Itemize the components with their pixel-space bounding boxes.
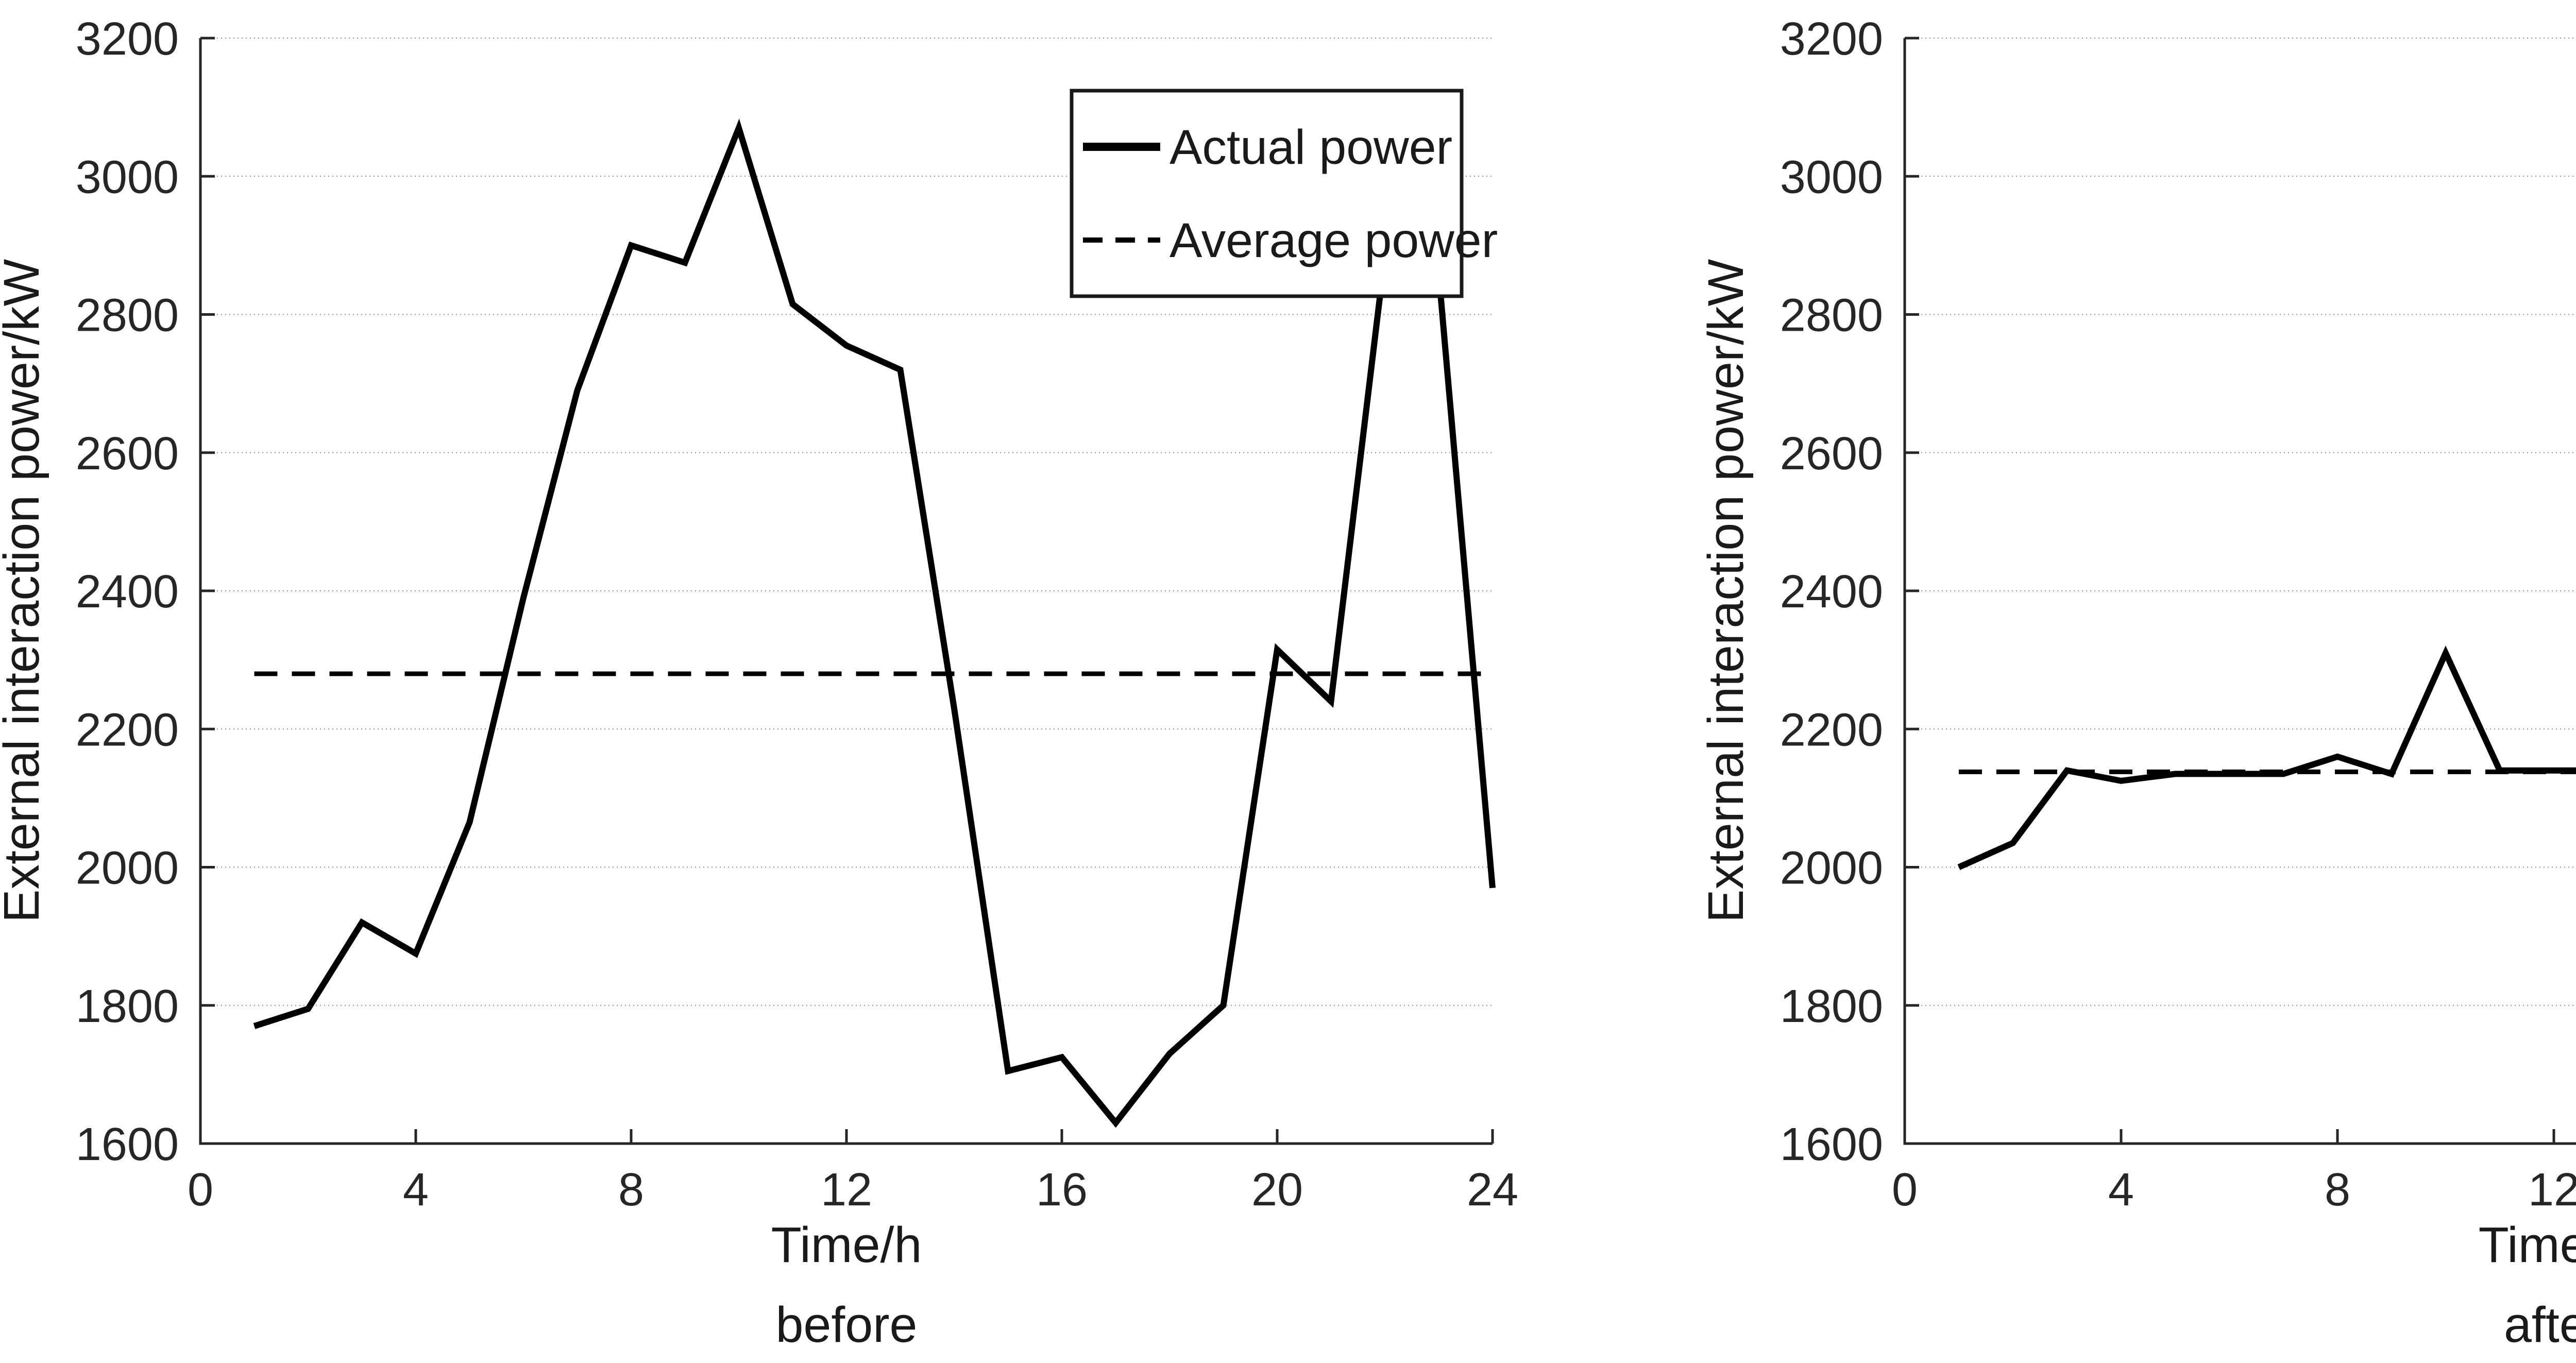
y-tick-label: 1600 [1780, 1119, 1883, 1170]
y-axis-label: External interaction power/kW [0, 259, 49, 923]
subplot-caption: before [775, 1297, 917, 1353]
y-tick-label: 2000 [76, 843, 179, 894]
chart-panel-after: 1600 1800 2000 2200 2400 2600 2800 3000 3200 0 4 8 1… [1698, 13, 2576, 1353]
y-tick-label: 3200 [1780, 13, 1883, 65]
legend-item-label: Actual power [1170, 120, 1452, 175]
actual-power-line [253, 118, 1496, 1128]
y-tick-label: 2400 [76, 566, 179, 618]
y-tick-label: 2600 [76, 428, 179, 480]
x-tick-label: 0 [1892, 1164, 1918, 1216]
y-tick-label: 1600 [76, 1119, 179, 1170]
legend: Actual power Average power [1070, 89, 1498, 298]
y-tick-label: 2400 [1780, 566, 1883, 618]
x-tick-label: 20 [1251, 1164, 1303, 1216]
x-tick-label: 16 [1036, 1164, 1088, 1216]
x-tick-label: 4 [403, 1164, 429, 1216]
y-tick-label: 2800 [1780, 290, 1883, 342]
axis-line [1903, 38, 2576, 1145]
y-tick-label: 2600 [1780, 428, 1883, 480]
x-tick-label: 12 [821, 1164, 872, 1216]
x-tick-label: 4 [2108, 1164, 2134, 1216]
x-tick-label: 24 [1467, 1164, 1518, 1216]
y-tick-label: 2800 [76, 290, 179, 342]
actual-power-line [1957, 645, 2576, 870]
x-axis-label: Time/h [771, 1217, 922, 1273]
x-tick-label: 12 [2528, 1164, 2576, 1216]
x-tick-label: 8 [2325, 1164, 2350, 1216]
y-tick-label: 2200 [76, 704, 179, 756]
y-tick-label: 3200 [76, 13, 179, 65]
subplot-caption: after [2504, 1297, 2576, 1353]
x-tick-label: 0 [188, 1164, 213, 1216]
legend-item-label: Average power [1170, 213, 1498, 268]
y-tick-label: 1800 [76, 981, 179, 1032]
y-tick-label: 2000 [1780, 843, 1883, 894]
y-tick-label: 1800 [1780, 981, 1883, 1032]
x-tick-label: 8 [618, 1164, 644, 1216]
legend-box [1070, 89, 1464, 298]
y-axis-label: External interaction power/kW [1698, 259, 1754, 923]
y-tick-label: 3000 [1780, 151, 1883, 203]
y-tick-label: 2200 [1780, 704, 1883, 756]
y-tick-label: 3000 [76, 151, 179, 203]
x-axis-label: Time/h [2479, 1217, 2576, 1273]
chart-panel-before: 1600 1800 2000 2200 2400 2600 2800 3000 3200 0 4 8 1… [0, 13, 1518, 1353]
